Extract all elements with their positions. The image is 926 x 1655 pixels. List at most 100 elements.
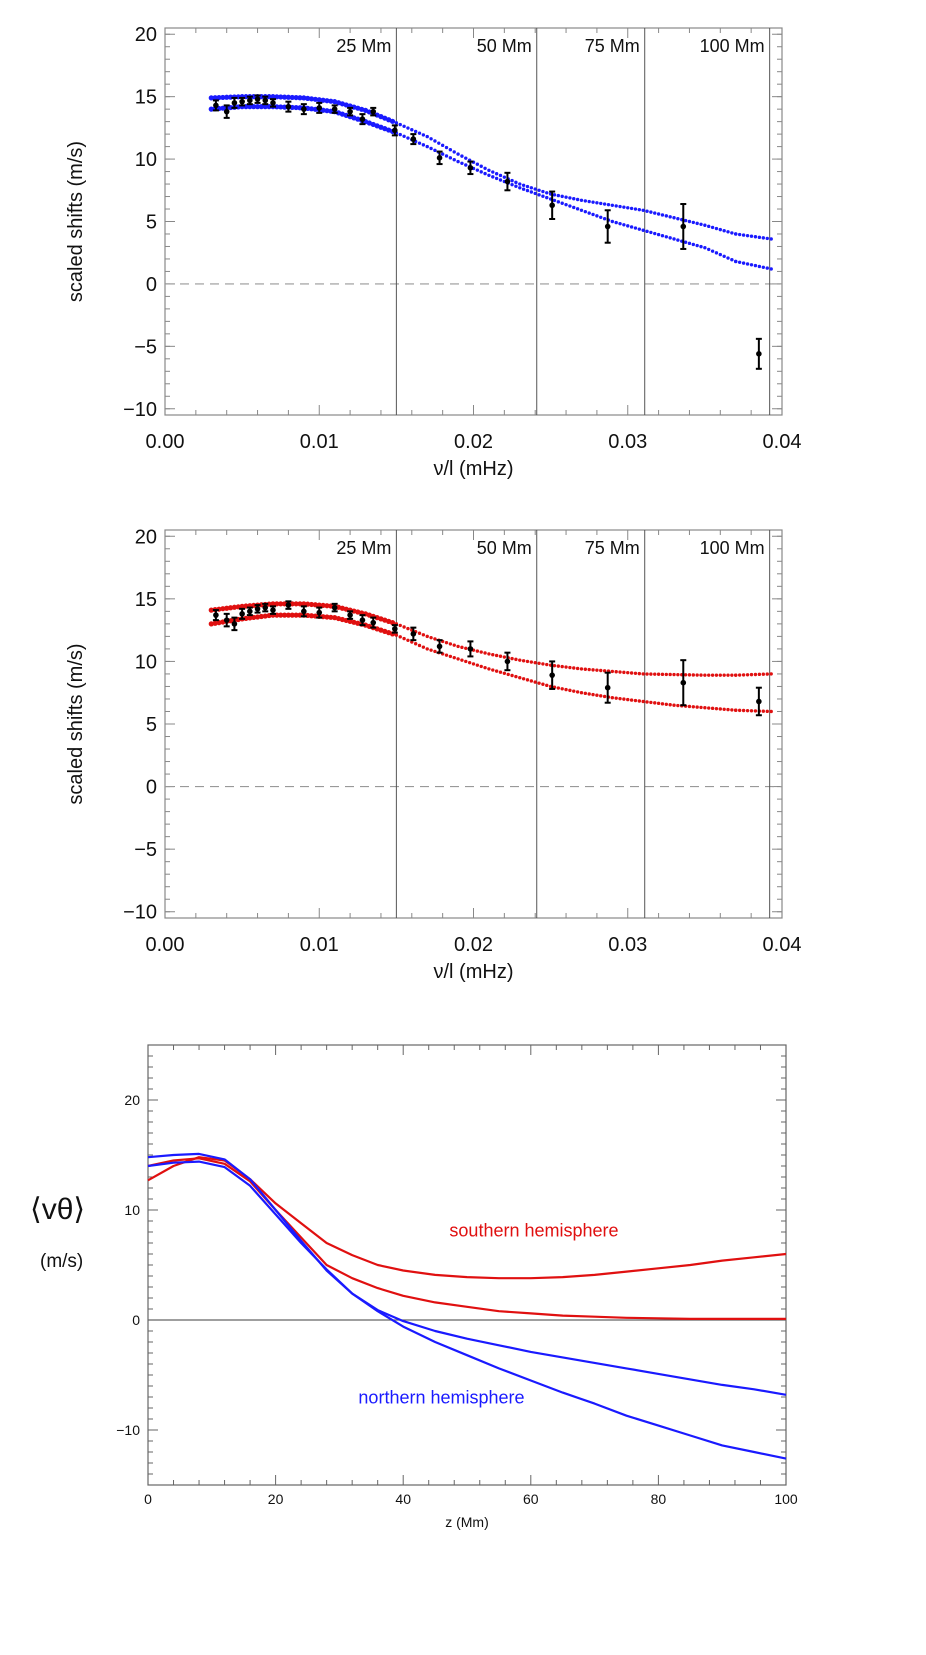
model-curve-point-1 [452,158,456,162]
model-curve-point-1 [293,104,299,111]
model-curve-point-0 [533,187,537,191]
model-curve-point-0 [734,232,738,236]
measurement-point [247,97,253,104]
model-curve-point-1 [410,640,414,644]
model-curve-point-1 [541,682,545,686]
model-curve-point-1 [622,697,626,701]
model-curve-point-1 [602,216,607,221]
measurement-point [301,106,307,112]
measurement-point [247,608,253,615]
model-curve-point-0 [656,672,661,676]
model-curve-point-1 [464,659,468,664]
model-curve-point-1 [753,709,758,713]
measurement-point [231,621,238,627]
model-curve-point-1 [722,254,726,258]
model-curve-point-0 [456,152,460,156]
model-curve-point-0 [417,631,422,635]
model-curve-point-1 [262,104,268,110]
annotation-northern: northern hemisphere [358,1388,524,1408]
model-curve-point-0 [437,141,441,145]
model-curve-point-0 [552,193,557,197]
model-curve-point-0 [726,230,730,234]
depth-marker-label: 75 Mm [585,538,640,558]
model-curve-point-1 [560,201,564,205]
measurement-point [504,658,511,665]
model-curve-point-1 [726,707,730,712]
model-curve-point-1 [448,156,453,160]
model-curve-point-1 [479,170,483,174]
model-curve-point-1 [247,104,253,110]
model-curve-point-0 [289,94,295,101]
model-curve-point-1 [737,260,742,264]
model-curve-point-1 [656,701,661,706]
measurement-point [270,100,276,106]
model-curve-point-0 [769,672,773,676]
depth-marker-label: 25 Mm [336,36,391,56]
model-curve-point-1 [460,161,464,165]
model-curve-point-0 [297,601,303,607]
model-curve-point-1 [444,653,449,657]
model-curve-point-1 [660,234,665,238]
model-curve-point-1 [734,708,738,712]
model-curve-point-1 [324,108,330,114]
model-curve-point-1 [514,184,518,188]
y-tick-label: 10 [135,149,157,171]
model-curve-point-1 [324,614,330,620]
model-curve-point-0 [274,94,280,100]
model-curve-point-1 [599,215,603,219]
model-curve-point-1 [730,258,734,262]
panel-northern-shifts: 0.00 0.01 0.02 0.03 0.04 −10 −5 0 5 10 15 20 ν/l (mH… [65,24,801,480]
model-curve-point-1 [730,708,734,712]
model-curve-point-0 [433,637,437,641]
model-curve-point-1 [518,675,522,680]
model-curve-point-0 [533,660,537,665]
y-tick-label: −10 [123,902,157,924]
model-curve-point-0 [479,650,483,654]
model-curve-point-1 [258,613,265,620]
model-curve-point-0 [224,94,230,100]
model-curve-point-0 [270,94,276,100]
measurement-point [331,604,338,611]
model-curve-point-1 [475,663,480,667]
model-curve-point-1 [308,613,315,619]
measurement-point [410,631,417,637]
x-tick-label: 0.00 [146,431,185,453]
model-curve-point-0 [703,223,707,227]
model-curve-point-0 [328,98,334,104]
model-curve-point-1 [394,633,399,637]
model-curve-point-1 [308,106,315,112]
model-curve-point-1 [452,655,456,660]
model-curve-point-0 [641,208,645,212]
model-curve-point-1 [525,188,530,193]
model-curve-point-1 [710,249,715,253]
model-curve-point-0 [753,235,758,239]
model-curve-point-1 [614,696,618,700]
model-curve-point-1 [687,241,692,246]
model-curve-point-1 [281,612,288,618]
y-tick-label: 5 [146,212,157,234]
model-curve-point-1 [575,690,580,694]
model-curve-point-0 [510,656,514,661]
model-curve-point-1 [637,227,642,231]
model-curve-point-1 [591,212,595,217]
model-curve-point-1 [208,106,214,112]
model-curve-point-1 [734,259,738,264]
model-curve-point-0 [402,124,406,129]
y-tick-label: −10 [123,399,157,421]
model-curve-point-1 [568,204,572,208]
model-curve-point-1 [737,708,742,713]
model-curve-point-0 [498,654,503,658]
model-curve-point-0 [389,118,396,124]
model-curve-point-1 [402,134,406,138]
measurement-point [359,617,366,623]
measurement-point [254,96,261,102]
model-curve-point-1 [653,231,657,236]
model-curve-point-1 [529,679,534,683]
model-curve-point-1 [757,264,762,269]
measurement-point [756,698,762,705]
model-curve-point-0 [514,180,518,185]
model-curve-point-0 [622,205,626,209]
model-curve-point-1 [714,706,719,711]
model-curve-point-0 [757,672,762,677]
model-curve-point-1 [328,614,334,620]
